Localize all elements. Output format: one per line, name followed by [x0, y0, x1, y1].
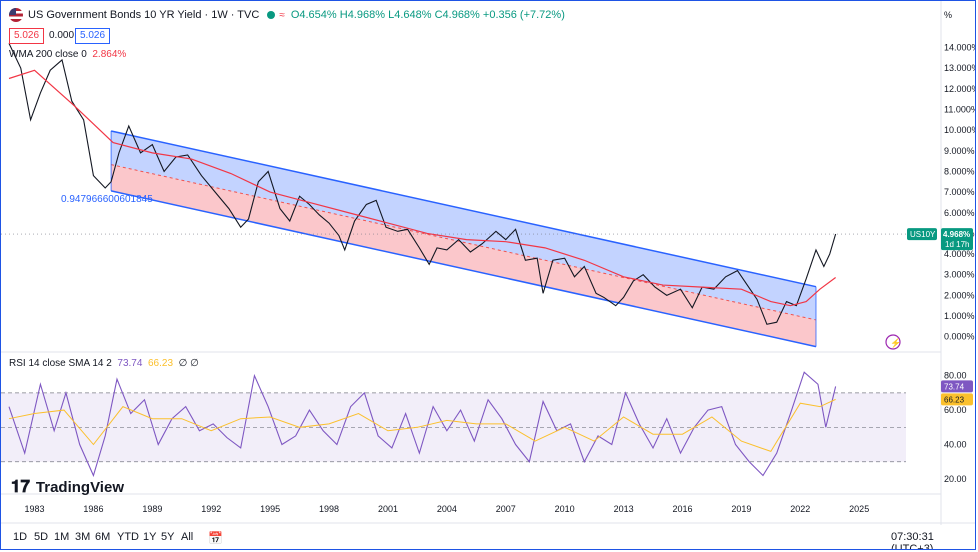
range-ytd[interactable]: YTD	[117, 531, 139, 543]
time-tick-label: 1986	[83, 504, 103, 514]
time-tick-label: 2016	[672, 504, 692, 514]
rsi-sma-value: 66.23	[148, 358, 174, 369]
wma-series-line[interactable]	[8, 69, 836, 307]
ohlc-open: O4.654%	[290, 9, 337, 21]
ohlc-low: L4.648%	[388, 9, 432, 21]
tradingview-logo[interactable]: 𝟏𝟕 TradingView	[11, 477, 124, 497]
symbol-tag-text: US10Y	[910, 230, 936, 239]
countdown-text: 1d 17h	[945, 240, 969, 249]
tv-logo-icon: 𝟏𝟕	[11, 477, 30, 496]
us-flag-icon	[9, 8, 23, 22]
rsi-extra: ∅ ∅	[178, 358, 199, 369]
rsi-label: RSI 14 close SMA 14 2	[9, 358, 112, 369]
price-tick-label: 3.000%	[944, 270, 975, 280]
range-5d[interactable]: 5D	[34, 531, 49, 543]
rsi-sma-line[interactable]	[8, 398, 836, 453]
price-tick-label: 9.000%	[944, 146, 975, 156]
price-tick-label: 1.000%	[944, 311, 975, 321]
rsi-legend[interactable]: RSI 14 close SMA 14 2 73.74 66.23 ∅ ∅	[9, 358, 199, 369]
price-tick-label: 0.000%	[944, 332, 975, 342]
ohlc-close: C4.968%	[434, 9, 480, 21]
price-tick-label: 11.000%	[944, 104, 976, 114]
time-tick-label: 2010	[555, 504, 575, 514]
range-6m[interactable]: 6M	[95, 531, 111, 543]
time-tick-label: 2025	[849, 504, 869, 514]
time-tick-label: 2013	[614, 504, 634, 514]
time-tick-label: 2004	[437, 504, 457, 514]
logo-text: TradingView	[35, 478, 124, 496]
channel-lower-fill	[111, 164, 816, 347]
price-tick-label: 8.000%	[944, 166, 975, 176]
price-axis-unit: %	[944, 10, 952, 20]
rsi-tick-label: 20.00	[944, 474, 967, 484]
time-tick-label: 2007	[496, 504, 516, 514]
range-3m[interactable]: 3M	[75, 531, 91, 543]
price-tick-label: 10.000%	[944, 125, 976, 135]
channel-upper-line[interactable]	[110, 130, 817, 288]
ohlc-change: +0.356 (+7.72%)	[482, 9, 565, 21]
price-tick-label: 13.000%	[944, 63, 976, 73]
rsi-value-tag[interactable]	[941, 380, 973, 393]
ohlc-high: H4.968%	[339, 9, 386, 21]
time-tick-label: 1995	[260, 504, 280, 514]
price-tick-label: 4.000%	[944, 249, 975, 259]
rsi-tag-text: 73.74	[944, 382, 965, 391]
wma-legend[interactable]: WMA 200 close 0 2.864%	[9, 49, 126, 60]
time-tick-label: 2001	[378, 504, 398, 514]
time-tick-label: 1983	[25, 504, 45, 514]
time-tick-label: 1989	[142, 504, 162, 514]
wma-label: WMA 200 close 0	[9, 49, 87, 60]
channel-label: 0.947966600601845	[61, 194, 153, 205]
wave-icon: ≈	[279, 9, 285, 21]
rsi-tick-label: 60.00	[944, 405, 967, 415]
clock-time[interactable]: 07:30:31 (UTC+3)	[891, 531, 934, 550]
price-series-line[interactable]	[8, 43, 837, 325]
price-tick-label: 2.000%	[944, 290, 975, 300]
channel-lower-line[interactable]	[110, 190, 817, 348]
rsi-tick-label: 80.00	[944, 371, 967, 381]
time-tick-label: 1992	[201, 504, 221, 514]
time-tick-label: 1998	[319, 504, 339, 514]
symbol-tag[interactable]	[907, 228, 937, 241]
price-tag[interactable]	[941, 228, 973, 251]
lightning-badge-icon[interactable]	[885, 334, 901, 350]
bottom-toolbar: 1D 5D 1M 3M 6M YTD 1Y 5Y All 📅 07:30:31 …	[1, 525, 975, 550]
calendar-icon[interactable]: 📅	[208, 531, 223, 545]
rsi-sma-tag-text: 66.23	[944, 395, 965, 404]
range-1y[interactable]: 1Y	[143, 531, 157, 543]
time-tick-label: 2019	[731, 504, 751, 514]
rsi-sma-tag[interactable]	[941, 393, 973, 406]
symbol-header[interactable]: US Government Bonds 10 YR Yield · 1W · T…	[9, 6, 565, 24]
range-all[interactable]: All	[181, 531, 194, 543]
range-5y[interactable]: 5Y	[161, 531, 175, 543]
buy-box[interactable]: 5.026	[75, 28, 111, 44]
sell-box[interactable]: 5.026	[9, 28, 45, 44]
price-tick-label: 14.000%	[944, 43, 976, 53]
lightning-glyph: ⚡	[890, 337, 901, 349]
range-1m[interactable]: 1M	[54, 531, 70, 543]
price-tag-text: 4.968%	[943, 230, 970, 239]
rsi-series-line[interactable]	[8, 371, 837, 478]
spread-value: 0.000	[49, 30, 75, 41]
range-1d[interactable]: 1D	[13, 531, 28, 543]
symbol-title[interactable]: US Government Bonds 10 YR Yield · 1W · T…	[28, 9, 260, 21]
channel-middle-line[interactable]	[110, 164, 817, 321]
price-tick-label: 6.000%	[944, 208, 975, 218]
wma-value: 2.864%	[92, 49, 127, 60]
time-tick-label: 2022	[790, 504, 810, 514]
rsi-tick-label: 40.00	[944, 440, 967, 450]
market-open-icon	[267, 11, 276, 19]
rsi-value: 73.74	[117, 358, 143, 369]
channel-upper-fill	[111, 130, 816, 320]
price-tick-label: 7.000%	[944, 187, 975, 197]
price-tick-label: 12.000%	[944, 84, 976, 94]
